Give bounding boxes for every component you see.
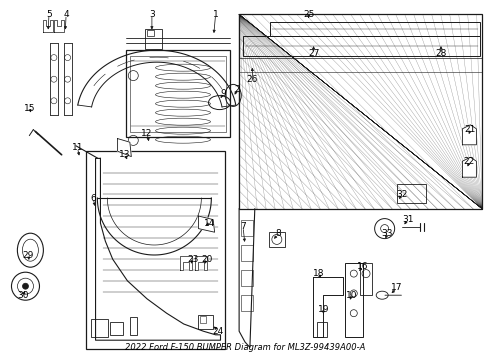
Bar xyxy=(130,317,137,335)
Bar xyxy=(198,315,213,329)
Bar xyxy=(145,29,162,49)
Text: 4: 4 xyxy=(63,10,69,19)
Text: 5: 5 xyxy=(46,10,52,19)
Bar xyxy=(130,56,226,132)
Text: 33: 33 xyxy=(381,230,393,239)
Bar xyxy=(241,245,253,261)
Text: 18: 18 xyxy=(313,269,324,278)
Text: 25: 25 xyxy=(303,10,315,19)
Text: 20: 20 xyxy=(201,255,213,264)
Text: 13: 13 xyxy=(119,150,131,159)
Text: 9: 9 xyxy=(220,89,226,98)
Text: 8: 8 xyxy=(275,230,281,239)
Polygon shape xyxy=(198,216,215,232)
Text: 31: 31 xyxy=(402,215,414,224)
Text: 27: 27 xyxy=(308,49,319,58)
Text: 28: 28 xyxy=(435,49,447,58)
Polygon shape xyxy=(463,157,476,177)
Text: 6: 6 xyxy=(90,194,96,202)
Circle shape xyxy=(23,283,28,289)
Bar xyxy=(397,184,426,203)
Text: 24: 24 xyxy=(212,327,223,336)
Polygon shape xyxy=(463,125,476,145)
Text: 15: 15 xyxy=(24,104,35,112)
Polygon shape xyxy=(118,139,131,157)
Bar xyxy=(86,151,225,349)
Polygon shape xyxy=(195,256,207,270)
Text: 17: 17 xyxy=(391,284,403,292)
Text: 32: 32 xyxy=(396,190,408,199)
Text: 22: 22 xyxy=(464,157,475,166)
Bar xyxy=(241,295,253,311)
Bar xyxy=(243,36,480,56)
Text: 19: 19 xyxy=(318,305,329,314)
Bar xyxy=(239,14,482,209)
Text: 12: 12 xyxy=(141,129,153,138)
Text: 2022 Ford F-150 BUMPER Diagram for ML3Z-99439A00-A: 2022 Ford F-150 BUMPER Diagram for ML3Z-… xyxy=(125,343,365,352)
Text: 10: 10 xyxy=(346,291,358,300)
Bar xyxy=(269,232,285,247)
Text: 14: 14 xyxy=(203,219,215,228)
Bar xyxy=(360,263,372,295)
Bar xyxy=(241,220,253,236)
Text: 1: 1 xyxy=(213,10,219,19)
Bar xyxy=(110,322,122,335)
Text: 3: 3 xyxy=(149,10,155,19)
Text: 23: 23 xyxy=(187,255,198,264)
Text: 16: 16 xyxy=(357,262,368,271)
Polygon shape xyxy=(180,256,192,270)
Text: 26: 26 xyxy=(246,75,258,84)
Bar xyxy=(91,319,108,337)
Bar xyxy=(241,270,253,286)
Text: 7: 7 xyxy=(240,222,246,231)
Text: 2: 2 xyxy=(234,85,240,94)
Bar xyxy=(147,30,154,36)
Bar xyxy=(200,316,206,323)
Bar xyxy=(126,50,230,137)
Text: 21: 21 xyxy=(465,125,476,134)
Text: 11: 11 xyxy=(72,143,83,152)
Text: 30: 30 xyxy=(18,291,29,300)
Text: 29: 29 xyxy=(23,251,34,260)
Bar xyxy=(345,263,363,337)
Bar xyxy=(270,22,480,36)
Bar xyxy=(317,322,327,337)
